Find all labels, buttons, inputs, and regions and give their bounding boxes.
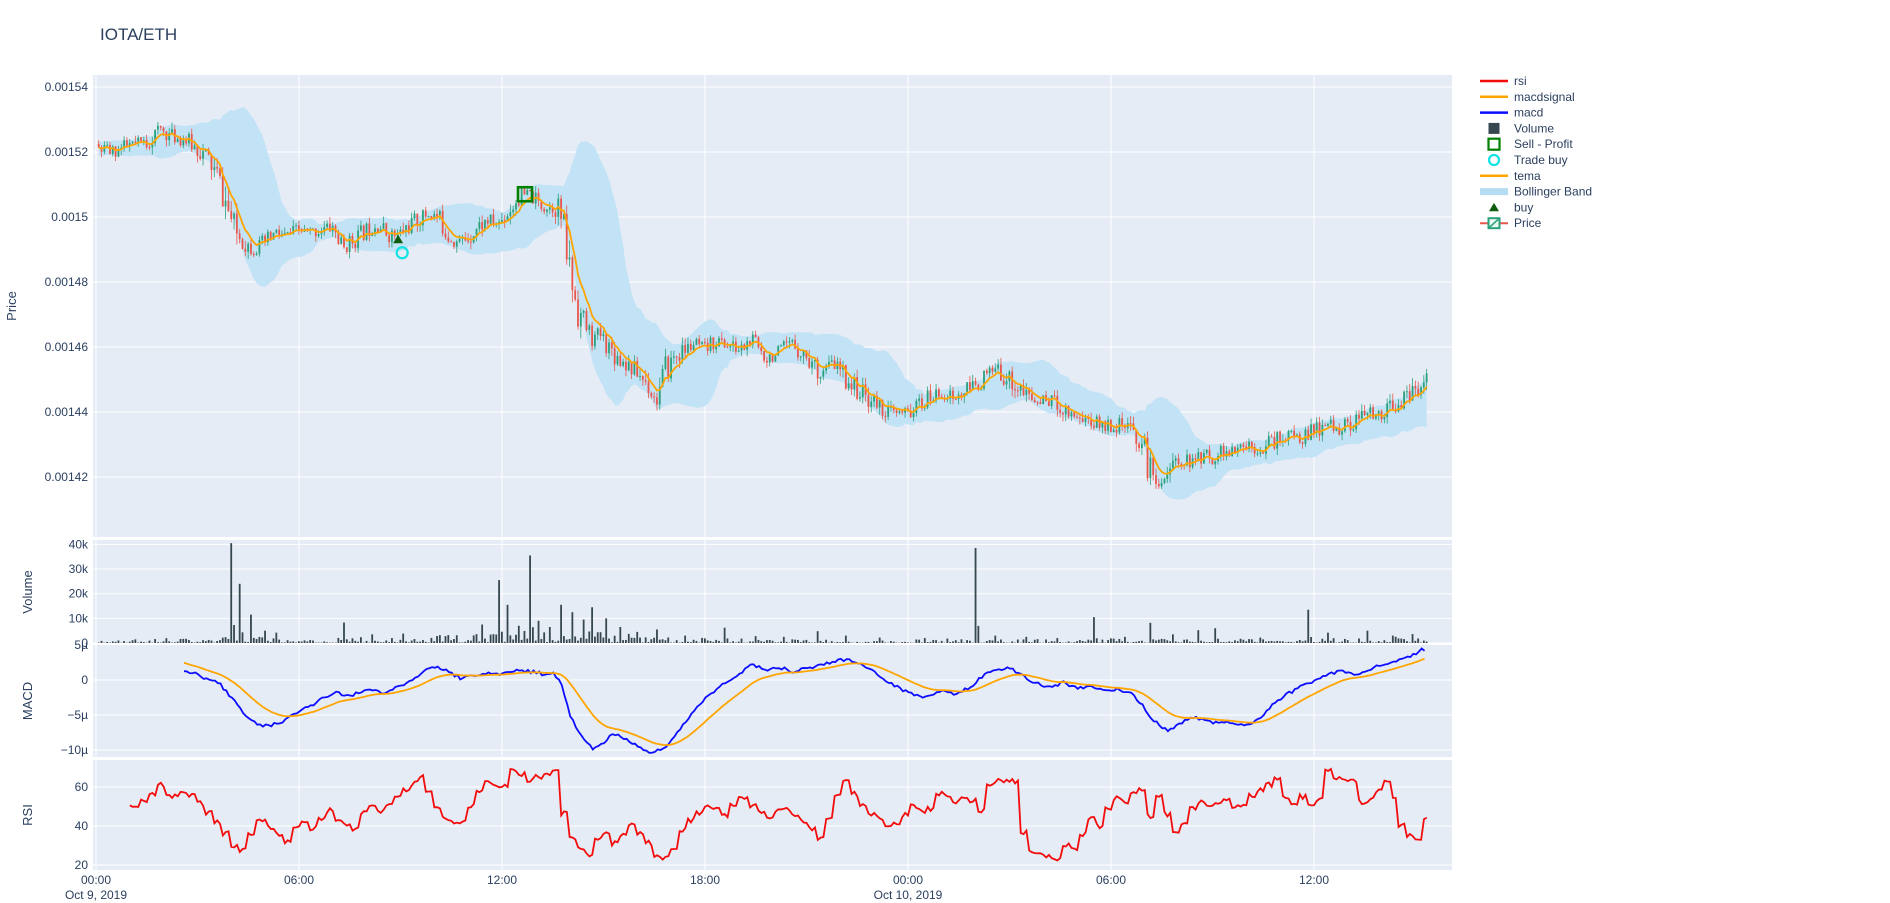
legend-item-macdsignal[interactable]: macdsignal [1480, 90, 1575, 104]
volume-tick: 0 [81, 636, 88, 650]
legend-item-buy[interactable]: buy [1489, 200, 1533, 214]
axis-tick-labels: 0.00142 0.00144 0.00146 0.00148 0.0015 0.0015… [45, 80, 1330, 902]
rsi-line [129, 767, 1428, 862]
bollinger-band [98, 107, 1427, 500]
legend-label: Price [1514, 216, 1542, 230]
panel-bg-price[interactable] [93, 75, 1452, 537]
trade-buy-marker[interactable] [395, 246, 409, 260]
rsi-tick: 60 [75, 780, 89, 794]
panel-bg-macd[interactable] [93, 645, 1452, 757]
macd-tick: −10µ [61, 743, 88, 757]
page-title: IOTA/ETH [100, 25, 178, 44]
x-tick: 12:00 [1299, 873, 1329, 887]
legend-label: Sell - Profit [1514, 137, 1573, 151]
volume-tick: 40k [69, 537, 89, 551]
price-tick: 0.00144 [45, 405, 89, 419]
axis-titles: Price Volume MACD RSI [4, 291, 35, 826]
x-tick: 06:00 [284, 873, 314, 887]
legend-item-rsi[interactable]: rsi [1480, 74, 1527, 88]
x-tick: 06:00 [1096, 873, 1126, 887]
legend-item-sell-profit[interactable]: Sell - Profit [1487, 137, 1574, 151]
legend-label: Bollinger Band [1514, 185, 1592, 199]
legend-label: macd [1514, 106, 1543, 120]
price-tick: 0.00142 [45, 470, 89, 484]
x-date-label: Oct 9, 2019 [65, 888, 127, 902]
rsi-tick: 40 [75, 819, 89, 833]
tema-line [98, 132, 1428, 475]
legend-item-price[interactable]: Price [1480, 216, 1542, 230]
legend-item-volume[interactable]: Volume [1488, 121, 1555, 135]
price-tick: 0.0015 [51, 210, 88, 224]
legend-label: buy [1514, 200, 1533, 214]
volume-axis-title: Volume [20, 570, 35, 613]
volume-tick: 30k [69, 562, 89, 576]
rsi-tick: 20 [75, 858, 89, 872]
panel-bg-rsi[interactable] [93, 760, 1452, 870]
legend-label: Volume [1514, 121, 1554, 135]
volume-bars[interactable] [97, 543, 1428, 643]
volume-tick: 10k [69, 611, 89, 625]
macd-line [183, 647, 1426, 754]
legend-label: macdsignal [1514, 90, 1575, 104]
legend-label: Trade buy [1514, 153, 1568, 167]
rsi-axis-title: RSI [20, 804, 35, 826]
volume-tick: 20k [69, 587, 89, 601]
macdsignal-line [183, 658, 1425, 746]
x-tick: 00:00 [81, 873, 111, 887]
panel-bg-vol[interactable] [93, 540, 1452, 643]
x-tick: 12:00 [487, 873, 517, 887]
x-date-label: Oct 10, 2019 [874, 888, 943, 902]
legend-label: tema [1514, 169, 1541, 183]
macd-tick: −5µ [67, 708, 88, 722]
price-tick: 0.00146 [45, 340, 89, 354]
legend-item-macd[interactable]: macd [1480, 106, 1543, 120]
buy-marker[interactable] [393, 234, 404, 244]
x-tick: 18:00 [690, 873, 720, 887]
macd-axis-title: MACD [20, 682, 35, 720]
macd-tick: 5µ [74, 638, 88, 652]
price-axis-title: Price [4, 291, 19, 321]
price-tick: 0.00154 [45, 80, 89, 94]
x-tick: 00:00 [893, 873, 923, 887]
legend-label: rsi [1514, 74, 1527, 88]
price-tick: 0.00148 [45, 275, 89, 289]
legend-item-trade-buy[interactable]: Trade buy [1487, 153, 1568, 167]
legend-item-tema[interactable]: tema [1480, 169, 1541, 183]
sell-profit-marker[interactable] [516, 185, 534, 203]
price-tick: 0.00152 [45, 145, 89, 159]
macd-tick: 0 [81, 673, 88, 687]
legend-item-bollinger-band[interactable]: Bollinger Band [1480, 185, 1592, 199]
